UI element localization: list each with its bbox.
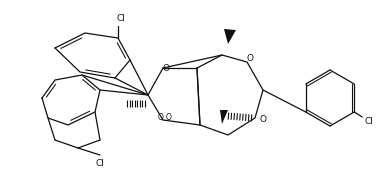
Polygon shape [220,110,228,124]
Text: O: O [163,64,170,72]
Text: Cl: Cl [116,13,125,23]
Polygon shape [224,29,236,44]
Text: Cl: Cl [96,158,104,168]
Text: O: O [166,113,172,122]
Text: O: O [260,115,267,125]
Text: Cl: Cl [365,117,374,127]
Text: O: O [158,113,164,122]
Text: O: O [247,54,253,62]
